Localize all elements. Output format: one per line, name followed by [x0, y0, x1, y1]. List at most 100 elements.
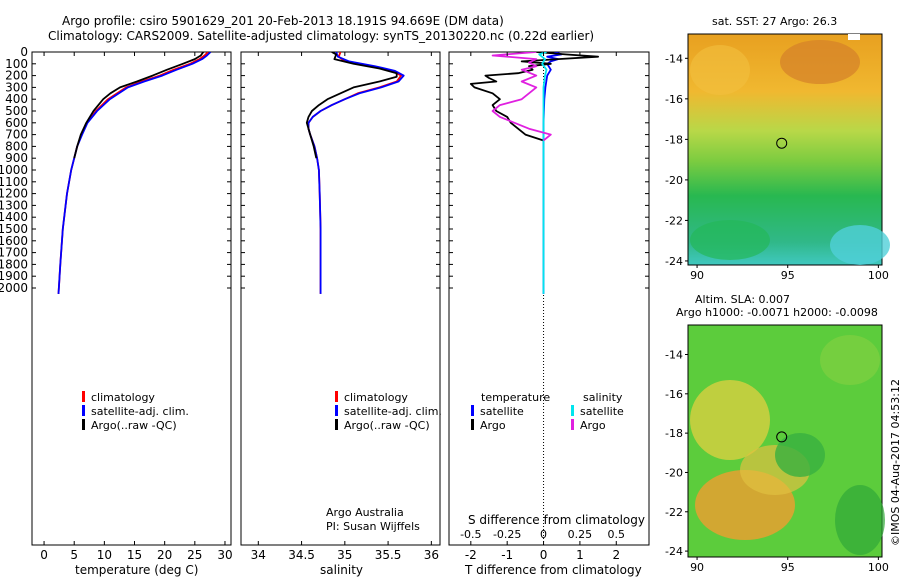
legend-t-argo: Argo: [471, 419, 506, 433]
legend-climatology: climatology: [335, 391, 408, 405]
x-tick-label: 30: [217, 548, 232, 562]
depth-tick-label: 2000: [0, 281, 28, 295]
salinity-plot-frame: [240, 51, 441, 546]
legend-argo: Argo(..raw -QC): [335, 419, 430, 433]
depth-tick-label: 1700: [0, 246, 28, 260]
depth-tick-label: 1000: [0, 163, 28, 177]
sla-patch: [835, 485, 885, 555]
legend-label: climatology: [91, 391, 155, 404]
series-line: [542, 52, 563, 294]
x-tick-label: 34: [251, 548, 266, 562]
x-tick-label: 10: [97, 548, 112, 562]
x-tick-label: 20: [157, 548, 172, 562]
credit-stamp: ©IMOS 04-Aug-2017 04:53:12: [889, 379, 900, 546]
sst-cool-patch: [830, 225, 890, 265]
sst-map-title: sat. SST: 27 Argo: 26.3: [712, 15, 838, 28]
sla-patch: [820, 335, 880, 385]
depth-tick-label: 0: [20, 45, 28, 59]
legend-swatch: [471, 405, 474, 416]
legend-label: satellite: [580, 405, 624, 418]
series-line: [307, 52, 405, 294]
lat-tick-label: -20: [665, 174, 683, 187]
x-tick-label: 0: [40, 548, 48, 562]
series-line: [57, 52, 212, 294]
depth-tick-label: 1200: [0, 187, 28, 201]
legend-label: climatology: [344, 391, 408, 404]
lat-tick-label: -20: [665, 466, 683, 479]
depth-tick-label: 1600: [0, 234, 28, 248]
series-line: [305, 52, 398, 159]
legend-swatch: [82, 391, 85, 402]
lat-tick-label: -22: [665, 214, 683, 227]
depth-tick-label: 1400: [0, 210, 28, 224]
x2-tick-label: -0.5: [460, 528, 481, 541]
legend-label: Argo: [580, 419, 606, 432]
depth-tick-label: 900: [5, 151, 28, 165]
series-line: [73, 52, 205, 159]
s-diff-axis-label: S difference from climatology: [468, 513, 645, 527]
series-line: [538, 52, 548, 294]
legend-t-satellite: satellite: [471, 405, 524, 419]
x2-tick-label: 0.25: [568, 528, 593, 541]
lat-tick-label: -14: [665, 348, 683, 361]
legend-label: Argo(..raw -QC): [344, 419, 430, 432]
series-line: [57, 52, 209, 294]
legend-swatch: [82, 405, 85, 416]
depth-tick-label: 700: [5, 128, 28, 142]
depth-tick-label: 1500: [0, 222, 28, 236]
depth-tick-label: 500: [5, 104, 28, 118]
sst-missing-data: [848, 34, 860, 40]
depth-tick-label: 400: [5, 92, 28, 106]
legend-label: Argo: [480, 419, 506, 432]
legend-swatch: [571, 419, 574, 430]
x-tick-label: 15: [127, 548, 142, 562]
sla-patch: [775, 433, 825, 477]
lat-tick-label: -24: [665, 545, 683, 558]
lon-tick-label: 100: [868, 561, 889, 574]
x-tick-label: 2: [612, 548, 620, 562]
legend-swatch: [82, 419, 85, 430]
legend-label: Argo(..raw -QC): [91, 419, 177, 432]
sst-map: [687, 33, 890, 266]
x-tick-label: 34.5: [288, 548, 315, 562]
x-tick-label: 1: [576, 548, 584, 562]
series-line: [491, 52, 552, 142]
legend-swatch: [471, 419, 474, 430]
x-tick-label: 35.5: [375, 548, 402, 562]
x-tick-label: 25: [187, 548, 202, 562]
legend-swatch: [335, 405, 338, 416]
x-tick-label: 36: [424, 548, 439, 562]
temperature-axis-label: temperature (deg C): [75, 563, 199, 577]
depth-tick-label: 800: [5, 139, 28, 153]
sst-warm-patch: [780, 40, 860, 84]
float-owner-label: Argo Australia: [326, 506, 404, 519]
depth-tick-label: 600: [5, 116, 28, 130]
legend-satellite-clim: satellite-adj. clim.: [335, 405, 442, 419]
legend-label: satellite-adj. clim.: [344, 405, 442, 418]
legend-climatology: climatology: [82, 391, 155, 405]
depth-tick-label: 200: [5, 69, 28, 83]
legend-satellite-clim: satellite-adj. clim.: [82, 405, 189, 419]
x2-tick-label: 0: [540, 528, 547, 541]
lat-tick-label: -18: [665, 427, 683, 440]
depth-tick-label: 1100: [0, 175, 28, 189]
lon-tick-label: 95: [781, 269, 795, 282]
x-tick-label: 35: [337, 548, 352, 562]
lat-tick-label: -24: [665, 255, 683, 268]
depth-tick-label: 100: [5, 57, 28, 71]
pi-label: PI: Susan Wijffels: [326, 520, 420, 533]
legend-title-salinity: salinity: [583, 391, 623, 404]
x2-tick-label: -0.25: [493, 528, 521, 541]
legend-label: satellite-adj. clim.: [91, 405, 189, 418]
lon-tick-label: 100: [868, 269, 889, 282]
depth-tick-label: 1300: [0, 198, 28, 212]
lon-tick-label: 95: [781, 561, 795, 574]
legend-swatch: [335, 391, 338, 402]
salinity-axis-label: salinity: [320, 563, 364, 577]
argo-position-marker: [776, 137, 788, 149]
x-tick-label: 0: [540, 548, 548, 562]
difference-plot-frame: [448, 51, 650, 546]
x-tick-label: -2: [465, 548, 477, 562]
sst-patch: [690, 45, 750, 95]
